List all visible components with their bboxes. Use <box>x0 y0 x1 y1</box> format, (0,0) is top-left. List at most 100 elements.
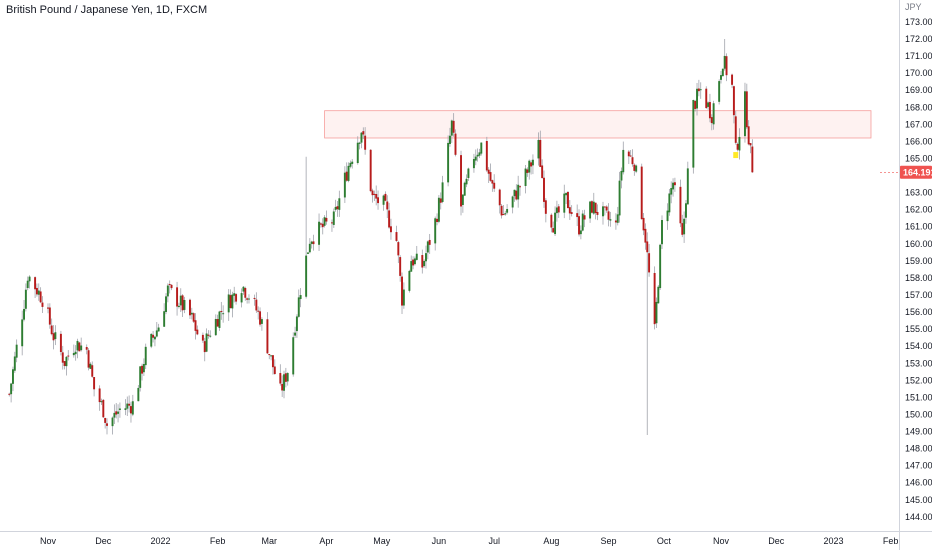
candle <box>683 211 686 243</box>
y-tick-label: 148.000 <box>905 444 932 454</box>
candle <box>530 159 533 175</box>
candle-body <box>307 252 309 254</box>
candle <box>531 154 534 175</box>
candle-body <box>401 276 403 306</box>
candle-body <box>631 157 634 165</box>
candle <box>284 367 287 388</box>
resistance-zone-layer <box>324 110 872 139</box>
candle <box>356 136 359 165</box>
candle-body <box>181 295 184 311</box>
candle <box>679 179 682 228</box>
candle-body <box>633 164 636 171</box>
resistance-zone[interactable] <box>324 110 872 139</box>
candle-body <box>343 172 346 198</box>
candle <box>194 313 197 340</box>
candle <box>616 206 619 226</box>
candle-body <box>205 333 208 352</box>
highlight-marker <box>733 152 739 159</box>
candle-body <box>434 218 437 244</box>
candle <box>26 276 29 291</box>
y-tick-label: 171.000 <box>905 51 932 61</box>
candle <box>415 245 418 261</box>
candle-body <box>305 255 308 297</box>
candle <box>388 202 391 229</box>
candle-body <box>93 377 96 390</box>
candle <box>708 93 711 123</box>
y-tick-label: 166.000 <box>905 136 932 146</box>
candle-body <box>117 411 120 414</box>
candle <box>216 314 219 327</box>
candle <box>401 272 403 315</box>
candle-body <box>686 168 689 205</box>
candle <box>384 191 387 202</box>
candle <box>152 331 155 343</box>
candle <box>697 79 700 97</box>
candle-body <box>423 260 426 267</box>
y-tick-label: 156.000 <box>905 307 932 317</box>
candle <box>312 234 315 251</box>
candle-body <box>11 369 14 384</box>
candle <box>629 150 632 157</box>
candle <box>460 150 462 216</box>
candle-body <box>85 347 88 350</box>
candle-body <box>710 117 713 124</box>
candle <box>157 323 160 332</box>
candle-body <box>26 280 29 289</box>
candle-body <box>720 75 722 80</box>
candle <box>242 285 245 295</box>
candle-body <box>543 177 545 202</box>
candle <box>222 305 225 323</box>
candle <box>655 297 658 329</box>
candle <box>227 289 230 321</box>
candle-body <box>153 336 156 340</box>
candle <box>413 256 416 266</box>
y-tick-label: 168.000 <box>905 102 932 112</box>
candle-body <box>670 188 673 195</box>
candle-body <box>330 222 333 224</box>
price-axis[interactable]: JPY 144.000 145.000 146.000 147.000 148.000 1… <box>905 2 932 522</box>
candle <box>205 328 208 353</box>
candle <box>657 285 660 304</box>
candle <box>338 190 341 217</box>
candle <box>233 286 236 303</box>
candle <box>607 203 610 227</box>
candle <box>93 376 96 397</box>
y-tick-label: 173.000 <box>905 17 932 27</box>
candle-body <box>336 206 339 210</box>
candle <box>399 255 402 282</box>
candle <box>517 175 520 208</box>
time-axis[interactable]: Nov Dec 2022 Feb Mar Apr May Jun Jul Aug Sep Oct Nov… <box>40 536 898 546</box>
candle <box>67 350 70 361</box>
candle <box>543 170 545 208</box>
candle-body <box>118 408 121 410</box>
x-tick-label: Jun <box>432 536 447 546</box>
candle-body <box>87 350 90 368</box>
candle-body <box>472 159 475 169</box>
candle-body <box>39 291 42 303</box>
candle <box>257 306 260 320</box>
candle-body <box>550 214 553 228</box>
candle <box>248 294 250 304</box>
candle <box>59 330 62 356</box>
candle <box>106 418 108 435</box>
candle-body <box>150 333 153 347</box>
candle-body <box>364 135 367 150</box>
candle-body <box>448 135 451 144</box>
candle-body <box>76 340 79 351</box>
candle <box>721 68 724 77</box>
candle-body <box>369 149 372 192</box>
candle-body <box>179 295 182 306</box>
candle <box>476 148 479 162</box>
y-tick-label: 146.000 <box>905 478 932 488</box>
candle <box>102 399 105 418</box>
candle-body <box>61 352 64 363</box>
y-tick-label: 153.000 <box>905 358 932 368</box>
candle-body <box>194 320 197 331</box>
candle-body <box>152 334 155 338</box>
candle <box>640 163 643 220</box>
candle <box>142 358 145 376</box>
x-tick-label: 2022 <box>150 536 170 546</box>
candle <box>463 181 466 196</box>
chart-title: British Pound / Japanese Yen, 1D, FXCM <box>6 4 208 16</box>
